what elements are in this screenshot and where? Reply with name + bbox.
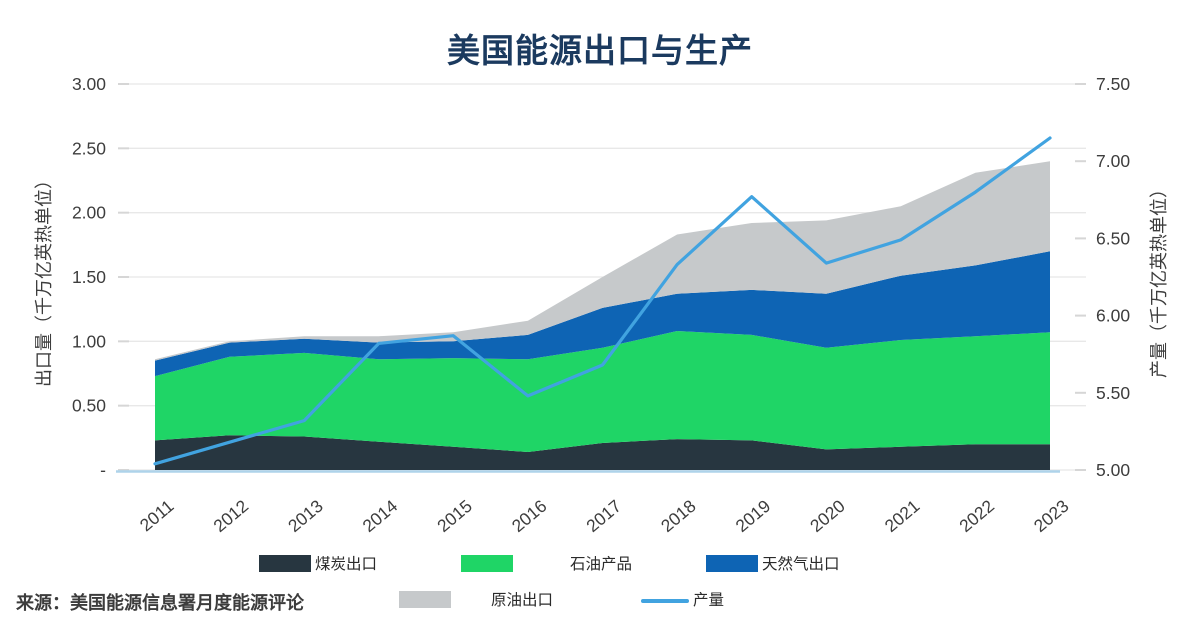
svg-text:2018: 2018 bbox=[657, 496, 700, 536]
area-coal bbox=[155, 435, 1050, 470]
svg-text:0.50: 0.50 bbox=[72, 396, 106, 416]
x-axis-labels: 2011 2012 2013 2014 2015 2016 2017 2018 2019 2020… bbox=[136, 496, 1073, 537]
source-note: 来源：美国能源信息署月度能源评论 bbox=[16, 593, 304, 613]
svg-text:2019: 2019 bbox=[732, 496, 775, 536]
svg-text:7.00: 7.00 bbox=[1096, 151, 1130, 171]
svg-text:6.00: 6.00 bbox=[1096, 306, 1130, 326]
svg-text:7.50: 7.50 bbox=[1096, 74, 1130, 94]
legend-swatch-production-line bbox=[641, 599, 689, 603]
legend-swatch-crude bbox=[399, 591, 451, 608]
production-line bbox=[153, 136, 1052, 466]
svg-text:2022: 2022 bbox=[955, 496, 998, 536]
svg-text:1.50: 1.50 bbox=[72, 267, 106, 287]
svg-text:-: - bbox=[100, 460, 106, 480]
svg-text:2014: 2014 bbox=[359, 496, 402, 537]
chart-title: 美国能源出口与生产 bbox=[447, 32, 753, 69]
svg-text:2012: 2012 bbox=[209, 496, 252, 536]
legend-label-crude: 原油出口 bbox=[491, 592, 554, 609]
svg-text:2016: 2016 bbox=[508, 496, 551, 536]
legend-label-natural-gas: 天然气出口 bbox=[762, 556, 840, 573]
legend-label-petroleum: 石油产品 bbox=[570, 556, 633, 573]
svg-text:2.00: 2.00 bbox=[72, 203, 106, 223]
svg-text:3.00: 3.00 bbox=[72, 74, 106, 94]
right-axis-ticks: 7.50 7.00 6.50 6.00 5.50 5.00 bbox=[1096, 74, 1130, 480]
svg-text:5.50: 5.50 bbox=[1096, 383, 1130, 403]
svg-text:2020: 2020 bbox=[806, 496, 849, 537]
svg-text:6.50: 6.50 bbox=[1096, 228, 1130, 248]
svg-text:5.00: 5.00 bbox=[1096, 460, 1130, 480]
legend-swatch-petroleum bbox=[461, 555, 513, 572]
svg-text:2015: 2015 bbox=[433, 496, 476, 536]
area-crude-oil bbox=[155, 161, 1050, 361]
legend-swatch-natural-gas bbox=[706, 555, 758, 572]
svg-text:2023: 2023 bbox=[1030, 496, 1073, 536]
svg-text:2021: 2021 bbox=[881, 496, 924, 536]
svg-text:2013: 2013 bbox=[284, 496, 327, 536]
svg-text:1.00: 1.00 bbox=[72, 331, 106, 351]
legend-label-production: 产量 bbox=[693, 592, 725, 609]
legend-swatch-coal bbox=[259, 555, 311, 572]
svg-text:2017: 2017 bbox=[582, 496, 625, 536]
svg-text:2011: 2011 bbox=[136, 496, 178, 536]
area-petroleum-products bbox=[155, 331, 1050, 452]
svg-text:2.50: 2.50 bbox=[72, 138, 106, 158]
legend-label-coal: 煤炭出口 bbox=[315, 556, 378, 573]
left-axis-ticks: 3.00 2.50 2.00 1.50 1.00 0.50 - bbox=[72, 74, 106, 480]
